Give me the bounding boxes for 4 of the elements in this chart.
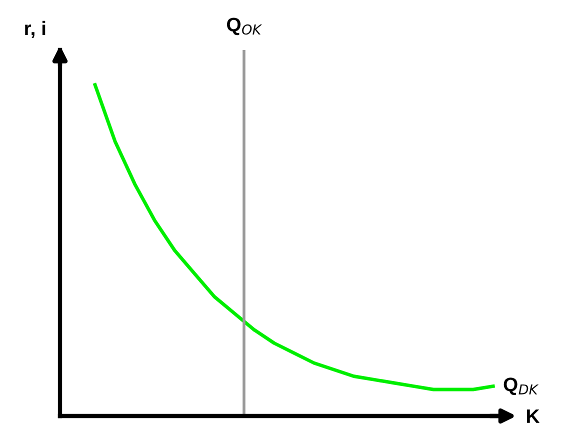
x-axis-title: K [527,409,540,423]
series-label: Q$_{DK}$ [504,378,539,396]
text: Q$_{OK}$ [227,18,262,36]
y-axis-title: r, i [25,20,46,38]
